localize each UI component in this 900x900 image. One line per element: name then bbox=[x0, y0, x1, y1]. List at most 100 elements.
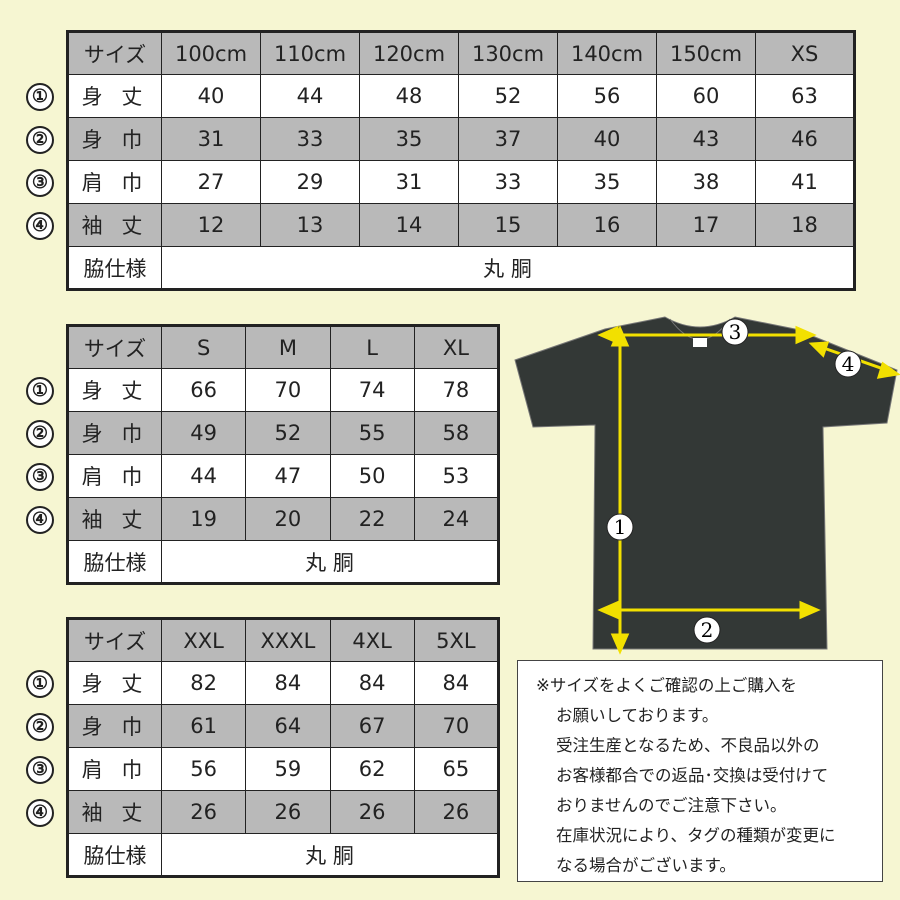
row-label: 袖 丈 bbox=[67, 203, 162, 247]
size-header: 140cm bbox=[557, 31, 657, 75]
value-cell: 44 bbox=[260, 74, 360, 118]
size-header: 150cm bbox=[656, 31, 756, 75]
value-cell: 38 bbox=[656, 160, 756, 204]
value-cell: 52 bbox=[245, 411, 331, 455]
row-marker: ④ bbox=[26, 212, 54, 240]
row-label: 袖 丈 bbox=[67, 497, 162, 541]
row-label: 身 丈 bbox=[67, 368, 162, 412]
row-marker: ① bbox=[26, 670, 54, 698]
size-table-large: サイズ XXL XXXL 4XL 5XL 身 丈 82 84 84 84 身 巾 61 64 67 70 肩 … bbox=[66, 617, 500, 878]
row-label: 身 巾 bbox=[67, 117, 162, 161]
value-cell: 46 bbox=[755, 117, 855, 161]
value-cell: 82 bbox=[160, 661, 247, 705]
size-header: 110cm bbox=[260, 31, 360, 75]
notes-box: ※サイズをよくご確認の上ご購入をお願いしております。受注生産となるため、不良品以… bbox=[517, 660, 883, 882]
side-spec: 丸 胴 bbox=[161, 540, 499, 584]
value-cell: 43 bbox=[656, 117, 756, 161]
value-cell: 74 bbox=[329, 368, 415, 412]
marker-1: 1 bbox=[614, 515, 627, 539]
value-cell: 84 bbox=[245, 661, 331, 705]
table-row: 袖 丈 19 20 22 24 bbox=[67, 497, 500, 541]
value-cell: 60 bbox=[656, 74, 756, 118]
value-cell: 52 bbox=[458, 74, 558, 118]
row-label: 脇仕様 bbox=[67, 246, 162, 290]
size-table-kids: サイズ 100cm 110cm 120cm 130cm 140cm 150cm XS 身 丈 40… bbox=[66, 30, 856, 291]
row-marker: ③ bbox=[26, 169, 54, 197]
note-line: ※サイズをよくご確認の上ご購入を bbox=[536, 676, 797, 695]
value-cell: 29 bbox=[260, 160, 360, 204]
size-header: M bbox=[245, 325, 331, 369]
row-marker: ③ bbox=[26, 463, 54, 491]
row-marker: ① bbox=[26, 377, 54, 405]
row-marker: ③ bbox=[26, 756, 54, 784]
tshirt-diagram: 1 2 3 4 bbox=[514, 316, 900, 655]
row-marker: ② bbox=[26, 420, 54, 448]
row-label: 肩 巾 bbox=[67, 454, 162, 498]
size-header: XL bbox=[413, 325, 500, 369]
value-cell: 64 bbox=[245, 704, 331, 748]
value-cell: 19 bbox=[160, 497, 247, 541]
note-line: おりませんのでご注意下さい。 bbox=[556, 796, 787, 815]
row-marker: ④ bbox=[26, 506, 54, 534]
header-label: サイズ bbox=[67, 325, 162, 369]
value-cell: 47 bbox=[245, 454, 331, 498]
value-cell: 70 bbox=[245, 368, 331, 412]
table-row: 袖 丈 12 13 14 15 16 17 18 bbox=[67, 203, 855, 247]
value-cell: 59 bbox=[245, 747, 331, 791]
row-marker: ② bbox=[26, 713, 54, 741]
value-cell: 84 bbox=[413, 661, 500, 705]
value-cell: 55 bbox=[329, 411, 415, 455]
value-cell: 84 bbox=[329, 661, 415, 705]
table-row: 身 巾 31 33 35 37 40 43 46 bbox=[67, 117, 855, 161]
row-label: 肩 巾 bbox=[67, 747, 162, 791]
row-label: 身 丈 bbox=[67, 661, 162, 705]
value-cell: 33 bbox=[458, 160, 558, 204]
note-line: 受注生産となるため、不良品以外の bbox=[556, 736, 820, 755]
row-label: 身 巾 bbox=[67, 704, 162, 748]
note-line: お願いしております。 bbox=[556, 706, 719, 725]
value-cell: 16 bbox=[557, 203, 657, 247]
value-cell: 56 bbox=[557, 74, 657, 118]
value-cell: 67 bbox=[329, 704, 415, 748]
note-line: お客様都合での返品･交換は受付けて bbox=[556, 766, 829, 785]
value-cell: 40 bbox=[557, 117, 657, 161]
row-label: 脇仕様 bbox=[67, 833, 162, 877]
header-label: サイズ bbox=[67, 618, 162, 662]
header-label: サイズ bbox=[67, 31, 162, 75]
value-cell: 66 bbox=[160, 368, 247, 412]
table-row: 身 巾 61 64 67 70 bbox=[67, 704, 500, 748]
table-row: 身 丈 66 70 74 78 bbox=[67, 368, 500, 412]
value-cell: 49 bbox=[160, 411, 247, 455]
note-line: 在庫状況により、タグの種類が変更に bbox=[556, 826, 836, 845]
value-cell: 50 bbox=[329, 454, 415, 498]
size-header: L bbox=[329, 325, 415, 369]
row-label: 肩 巾 bbox=[67, 160, 162, 204]
value-cell: 62 bbox=[329, 747, 415, 791]
value-cell: 12 bbox=[161, 203, 261, 247]
value-cell: 41 bbox=[755, 160, 855, 204]
row-label: 身 巾 bbox=[67, 411, 162, 455]
marker-4: 4 bbox=[842, 352, 855, 376]
side-spec: 丸 胴 bbox=[161, 833, 499, 877]
value-cell: 35 bbox=[359, 117, 459, 161]
value-cell: 40 bbox=[161, 74, 261, 118]
value-cell: 53 bbox=[413, 454, 500, 498]
value-cell: 65 bbox=[413, 747, 500, 791]
table-row: 肩 巾 44 47 50 53 bbox=[67, 454, 500, 498]
value-cell: 35 bbox=[557, 160, 657, 204]
value-cell: 15 bbox=[458, 203, 558, 247]
note-line: なる場合がございます。 bbox=[556, 856, 736, 875]
value-cell: 26 bbox=[160, 790, 247, 834]
row-label: 身 丈 bbox=[67, 74, 162, 118]
value-cell: 13 bbox=[260, 203, 360, 247]
table-row: 身 丈 82 84 84 84 bbox=[67, 661, 500, 705]
table-row: 肩 巾 27 29 31 33 35 38 41 bbox=[67, 160, 855, 204]
value-cell: 14 bbox=[359, 203, 459, 247]
value-cell: 37 bbox=[458, 117, 558, 161]
value-cell: 26 bbox=[413, 790, 500, 834]
table-row: 身 巾 49 52 55 58 bbox=[67, 411, 500, 455]
row-marker: ① bbox=[26, 83, 54, 111]
value-cell: 20 bbox=[245, 497, 331, 541]
row-label: 袖 丈 bbox=[67, 790, 162, 834]
value-cell: 58 bbox=[413, 411, 500, 455]
